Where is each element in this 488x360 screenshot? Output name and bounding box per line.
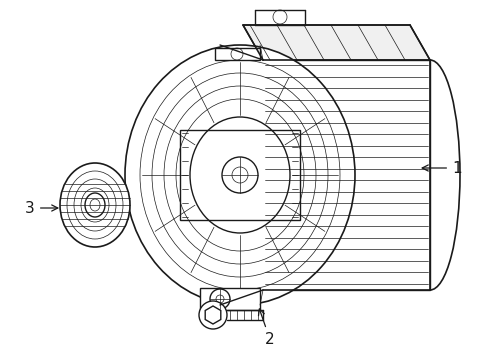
Text: 2: 2 [258, 309, 274, 347]
Polygon shape [263, 60, 429, 290]
Text: 3: 3 [25, 201, 58, 216]
Polygon shape [200, 288, 260, 310]
Ellipse shape [60, 163, 130, 247]
Ellipse shape [125, 45, 354, 305]
Circle shape [199, 301, 226, 329]
Polygon shape [205, 306, 221, 324]
Polygon shape [243, 25, 429, 60]
Polygon shape [215, 48, 260, 60]
Text: 1: 1 [421, 161, 461, 176]
